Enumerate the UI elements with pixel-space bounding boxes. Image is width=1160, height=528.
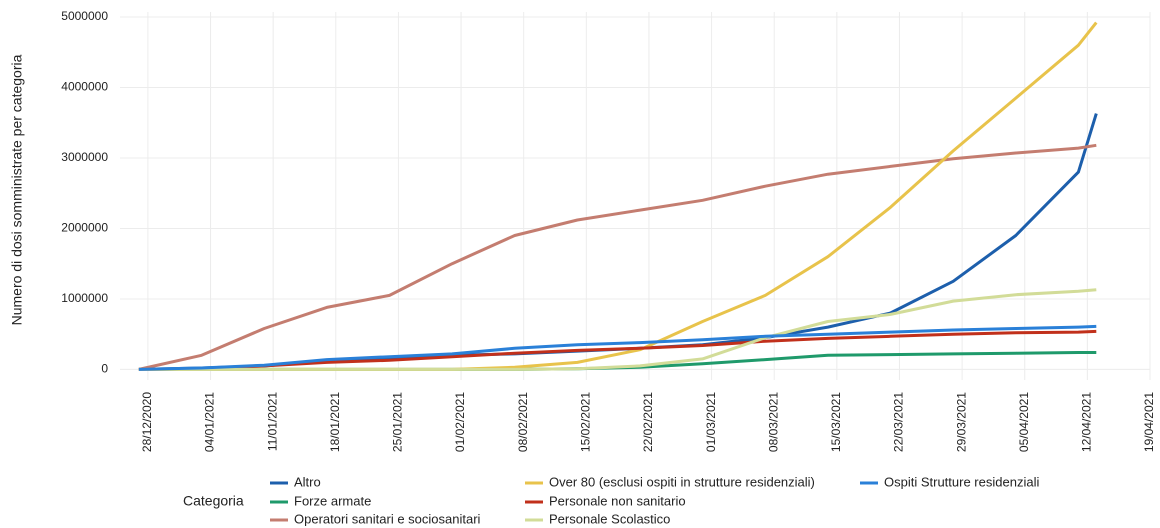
legend-label: Personale non sanitario [549, 493, 686, 508]
x-tick-label: 28/12/2020 [140, 392, 154, 452]
x-tick-label: 08/03/2021 [766, 392, 780, 452]
series-line [138, 143, 1097, 371]
x-tick-label: 18/01/2021 [328, 392, 342, 452]
x-tick-label: 12/04/2021 [1080, 392, 1094, 452]
x-tick-label: 19/04/2021 [1142, 392, 1156, 452]
x-tick-label: 25/01/2021 [391, 392, 405, 452]
series-line [138, 21, 1098, 371]
series-line [138, 329, 1097, 371]
legend-label: Ospiti Strutture residenziali [884, 474, 1039, 489]
series-line [138, 324, 1097, 371]
legend-title: Categoria [183, 493, 244, 509]
x-tick-label: 01/02/2021 [453, 392, 467, 452]
x-tick-label: 15/03/2021 [829, 392, 843, 452]
y-tick-label: 2000000 [61, 221, 108, 235]
x-tick-label: 22/02/2021 [641, 392, 655, 452]
legend-label: Altro [294, 474, 321, 489]
legend-label: Forze armate [294, 493, 371, 508]
x-tick-label: 04/01/2021 [203, 392, 217, 452]
y-tick-label: 3000000 [61, 150, 108, 164]
x-tick-label: 11/01/2021 [265, 392, 279, 451]
x-tick-label: 05/04/2021 [1017, 392, 1031, 452]
x-tick-label: 01/03/2021 [704, 392, 718, 452]
series-line [138, 288, 1097, 371]
y-tick-label: 4000000 [61, 80, 108, 94]
legend-label: Over 80 (esclusi ospiti in strutture res… [549, 474, 815, 489]
y-tick-label: 1000000 [61, 291, 108, 305]
legend-label: Operatori sanitari e sociosanitari [294, 511, 481, 526]
x-tick-label: 22/03/2021 [892, 392, 906, 452]
y-axis-label: Numero di dosi somministrate per categor… [9, 54, 25, 325]
x-tick-label: 15/02/2021 [578, 392, 592, 452]
x-tick-label: 08/02/2021 [516, 392, 530, 452]
x-tick-label: 29/03/2021 [954, 392, 968, 452]
legend-label: Personale Scolastico [549, 511, 670, 526]
y-tick-label: 0 [101, 362, 108, 376]
y-tick-label: 5000000 [61, 9, 108, 23]
